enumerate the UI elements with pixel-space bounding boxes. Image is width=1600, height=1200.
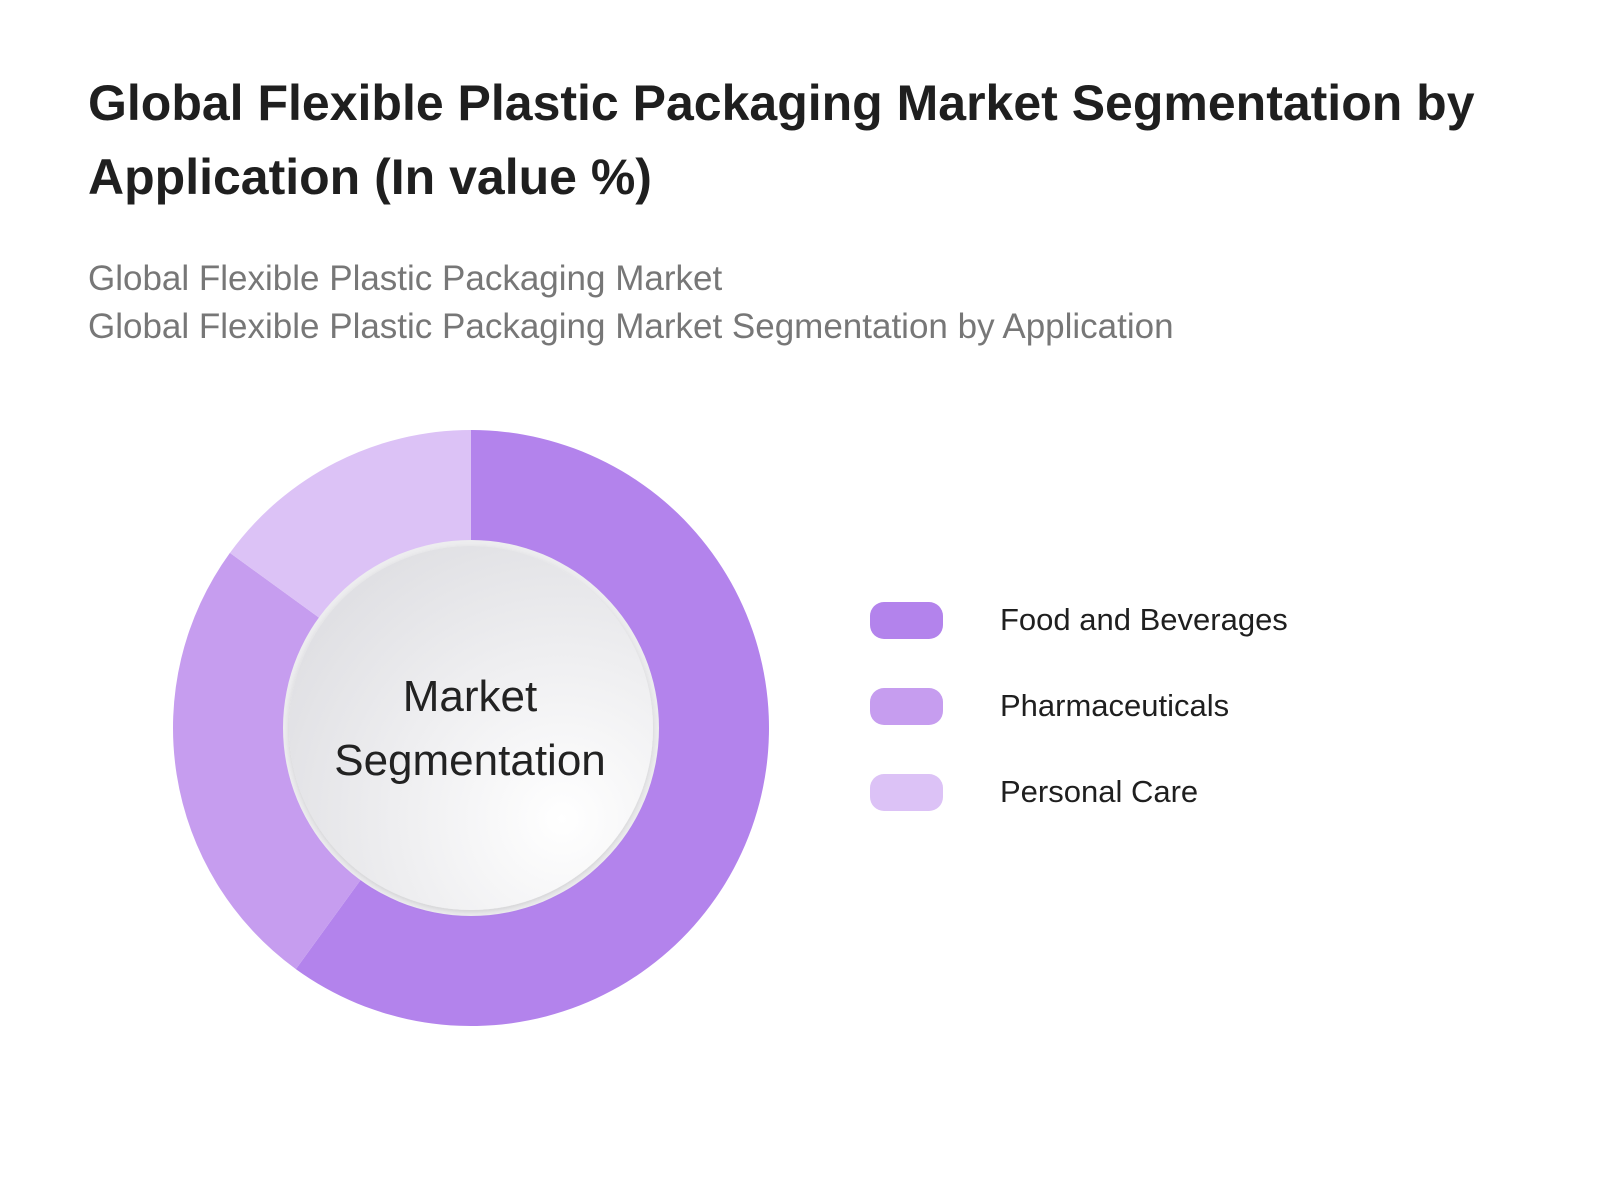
slice-pharmaceuticals <box>172 552 366 970</box>
legend-label: Pharmaceuticals <box>1000 688 1230 723</box>
legend-label: Personal Care <box>1000 774 1199 809</box>
legend-swatch <box>870 774 943 811</box>
legend-swatch <box>870 602 943 639</box>
subtitle-block: Global Flexible Plastic Packaging Market… <box>88 255 1528 351</box>
center-label-line-2: Segmentation <box>334 736 606 785</box>
donut-center-face <box>289 546 653 910</box>
legend-label: Food and Beverages <box>1000 602 1288 637</box>
legend-swatch <box>870 688 943 725</box>
subtitle-line-2: Global Flexible Plastic Packaging Market… <box>88 307 1174 346</box>
donut-slices <box>172 430 769 1026</box>
subtitle-line-1: Global Flexible Plastic Packaging Market <box>88 259 723 298</box>
slice-food-and-beverages <box>295 430 769 1026</box>
center-label-line-1: Market <box>402 672 538 721</box>
slice-personal-care <box>229 430 471 623</box>
chart-title: Global Flexible Plastic Packaging Market… <box>88 75 1475 205</box>
donut-center-label: Market Segmentation <box>305 665 635 793</box>
